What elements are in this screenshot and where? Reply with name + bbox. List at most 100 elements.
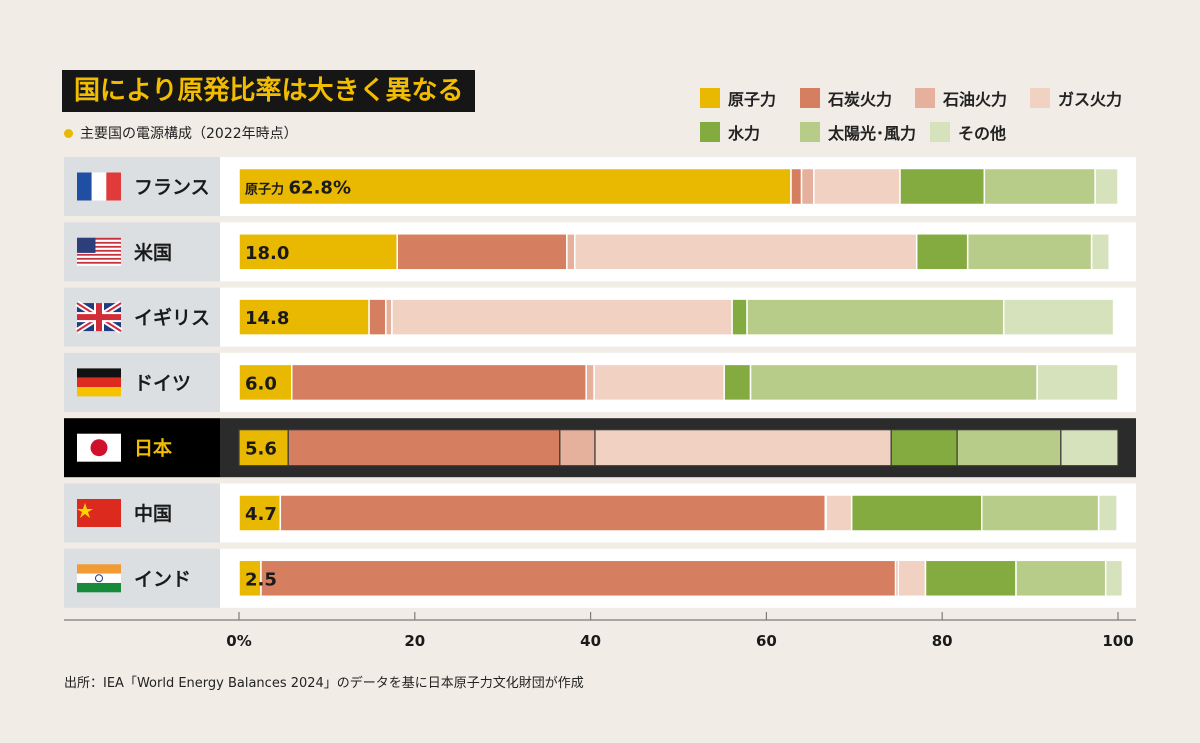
legend-label-solar_wind: 太陽光･風力 xyxy=(828,124,917,143)
legend-item-nuclear: 原子力 xyxy=(700,86,776,110)
legend-label-nuclear: 原子力 xyxy=(728,90,777,109)
legend-item-other: その他 xyxy=(930,120,1006,144)
germany-flag-icon xyxy=(77,368,121,397)
legend-swatch-oil xyxy=(915,88,935,108)
bar-segment-solar_wind xyxy=(956,429,1062,467)
legend-swatch-nuclear xyxy=(700,88,720,108)
bar-segment-solar_wind xyxy=(966,233,1093,271)
legend-item-coal: 石炭火力 xyxy=(800,86,892,110)
bar-segment-other xyxy=(1036,363,1119,402)
country-label: 米国 xyxy=(134,241,172,264)
china-flag-icon xyxy=(77,499,121,527)
legend-item-gas: ガス火力 xyxy=(1030,86,1122,110)
legend-swatch-gas xyxy=(1030,88,1050,108)
x-tick-label: 40 xyxy=(580,632,601,650)
chart-row-6: インド 2.5 xyxy=(64,548,1136,608)
bar-segment-nuclear xyxy=(238,429,289,467)
bar-segment-other xyxy=(1097,494,1118,532)
chart-title: 国により原発比率は大きく異なる xyxy=(62,70,476,112)
x-tick-label: 0% xyxy=(226,632,251,650)
legend-swatch-hydro xyxy=(700,122,720,142)
bar-segment-nuclear xyxy=(238,298,370,336)
country-label: 中国 xyxy=(134,502,172,525)
bar-segment-coal xyxy=(396,233,568,271)
japan-flag-icon xyxy=(77,433,121,462)
bar-segment-gas xyxy=(897,559,927,598)
bar-segment-hydro xyxy=(924,559,1017,598)
france-flag-icon xyxy=(77,172,121,201)
bar-segment-hydro xyxy=(915,233,969,271)
bar-segment-coal xyxy=(260,559,897,598)
bar-segment-solar_wind xyxy=(749,363,1038,402)
x-tick-label: 20 xyxy=(404,632,425,650)
legend-label-hydro: 水力 xyxy=(728,124,761,143)
bar-segment-oil xyxy=(800,167,815,206)
bar-segment-gas xyxy=(825,494,853,532)
subtitle-text: 主要国の電源構成（2022年時点） xyxy=(80,126,298,142)
india-flag-icon xyxy=(77,564,121,593)
legend-label-gas: ガス火力 xyxy=(1058,90,1123,109)
chart-row-5: 中国 4.7 xyxy=(64,483,1136,543)
legend-swatch-coal xyxy=(800,88,820,108)
usa-flag-icon xyxy=(77,237,121,266)
uk-flag-icon xyxy=(75,300,123,334)
country-label: イギリス xyxy=(134,307,210,329)
bar-segment-other xyxy=(1104,559,1124,598)
chart-row-4: 日本 5.6 xyxy=(64,418,1136,478)
bar-segment-hydro xyxy=(731,298,748,336)
legend-label-other: その他 xyxy=(958,124,1007,143)
bar-segment-other xyxy=(1002,298,1115,336)
legend-label-coal: 石炭火力 xyxy=(828,90,893,109)
bar-segment-hydro xyxy=(899,167,986,206)
bar-segment-nuclear xyxy=(238,494,282,532)
country-label: ドイツ xyxy=(134,372,191,394)
bar-segment-coal xyxy=(287,429,561,467)
bar-segment-nuclear xyxy=(238,363,293,402)
source-note: 出所：IEA「World Energy Balances 2024」のデータを基… xyxy=(64,676,584,691)
bar-segment-other xyxy=(1094,167,1119,206)
bar-segment-solar_wind xyxy=(746,298,1005,336)
bar-segment-oil xyxy=(585,363,595,402)
bar-segment-gas xyxy=(813,167,901,206)
chart-row-1: 米国 18.0 xyxy=(64,222,1136,282)
bar-segment-coal xyxy=(790,167,803,206)
x-tick-label: 60 xyxy=(756,632,777,650)
x-tick-label: 80 xyxy=(932,632,953,650)
legend-swatch-solar_wind xyxy=(800,122,820,142)
bar-segment-hydro xyxy=(723,363,752,402)
bar-segment-solar_wind xyxy=(983,167,1096,206)
data-label: 6.0 xyxy=(245,373,277,394)
bar-segment-solar_wind xyxy=(1015,559,1107,598)
legend-item-solar_wind: 太陽光･風力 xyxy=(800,120,916,144)
data-label: 原子力 62.8% xyxy=(245,178,351,199)
chart-row-0: フランス 原子力 62.8% xyxy=(64,157,1136,216)
bar-segment-gas xyxy=(574,233,918,271)
x-tick-label: 100 xyxy=(1102,632,1133,650)
bar-segment-coal xyxy=(279,494,827,532)
bar-segment-gas xyxy=(391,298,733,336)
chart-subtitle: 主要国の電源構成（2022年時点） xyxy=(64,123,298,143)
data-label: 5.6 xyxy=(245,439,277,460)
data-label: 2.5 xyxy=(245,569,277,590)
bar-segment-hydro xyxy=(890,429,958,467)
bar-segment-oil xyxy=(385,298,393,336)
bar-segment-gas xyxy=(594,429,892,467)
bullet-dot-icon xyxy=(64,128,73,138)
data-label: 14.8 xyxy=(245,308,289,329)
data-label: 18.0 xyxy=(245,243,289,264)
bar-segment-coal xyxy=(290,363,587,402)
legend-item-oil: 石油火力 xyxy=(915,86,1007,110)
bar-segment-coal xyxy=(368,298,387,336)
bar-segment-gas xyxy=(593,363,725,402)
chart-row-2: イギリス 14.8 xyxy=(64,287,1136,347)
bar-segment-nuclear xyxy=(238,233,398,271)
legend-item-hydro: 水力 xyxy=(700,120,760,144)
country-label: インド xyxy=(134,568,191,590)
country-label: フランス xyxy=(134,177,210,199)
bar-segment-solar_wind xyxy=(981,494,1100,532)
bar-segment-other xyxy=(1060,429,1119,467)
data-label: 4.7 xyxy=(245,504,277,525)
chart-row-3: ドイツ 6.0 xyxy=(64,352,1136,412)
country-label: 日本 xyxy=(134,437,172,460)
bar-segment-oil xyxy=(559,429,596,467)
